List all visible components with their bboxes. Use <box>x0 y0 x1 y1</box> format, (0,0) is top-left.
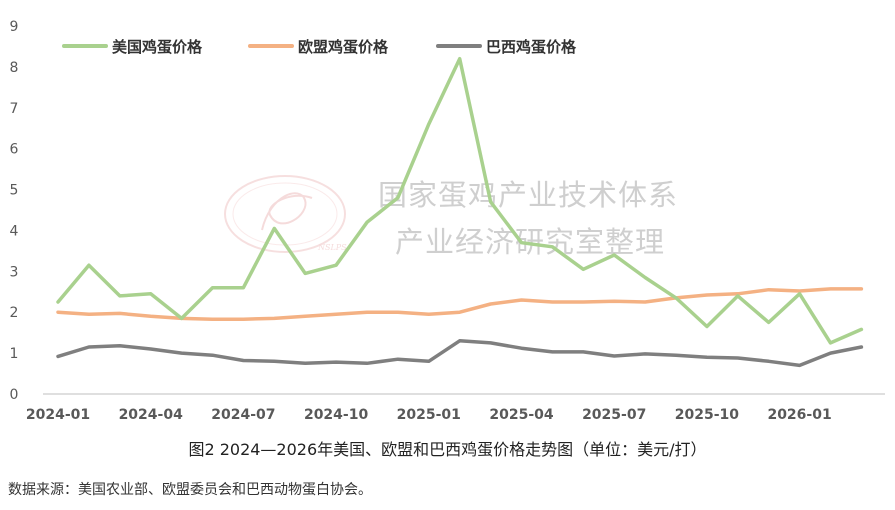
data-source-note: 数据来源：美国农业部、欧盟委员会和巴西动物蛋白协会。 <box>8 482 372 498</box>
watermark-logo: NSLPS <box>224 175 347 253</box>
y-tick-label: 4 <box>10 223 19 239</box>
legend-label-1: 欧盟鸡蛋价格 <box>298 38 389 56</box>
y-tick-label: 8 <box>10 60 19 76</box>
watermark-line-1: 国家蛋鸡产业技术体系 <box>378 178 678 212</box>
y-tick-label: 6 <box>10 142 19 158</box>
y-tick-label: 9 <box>10 19 19 35</box>
x-tick-label: 2025-04 <box>489 407 554 423</box>
y-tick-label: 3 <box>10 264 19 280</box>
x-tick-label: 2026-01 <box>767 407 831 423</box>
series-line-1 <box>56 287 864 321</box>
watermark-logo-text: NSLPS <box>317 243 347 252</box>
figure-caption: 图2 2024—2026年美国、欧盟和巴西鸡蛋价格走势图（单位：美元/打） <box>188 440 707 459</box>
x-tick-label: 2024-10 <box>304 407 369 423</box>
x-tick-label: 2025-10 <box>675 407 740 423</box>
x-tick-label: 2025-07 <box>582 407 646 423</box>
y-tick-label: 5 <box>10 183 19 199</box>
y-tick-label: 2 <box>10 305 19 321</box>
legend-label-0: 美国鸡蛋价格 <box>112 38 203 56</box>
watermark-line-2: 产业经济研究室整理 <box>395 225 665 259</box>
x-tick-label: 2024-04 <box>119 407 184 423</box>
axes: 0 1 2 3 4 5 6 7 8 9 2024-01 2024-04 2024-07 2024-10 20… <box>10 19 885 423</box>
y-tick-label: 1 <box>10 346 19 362</box>
legend-label-2: 巴西鸡蛋价格 <box>486 38 577 56</box>
y-tick-label: 0 <box>10 387 19 403</box>
x-tick-label: 2025-01 <box>397 407 461 423</box>
series-line-0 <box>56 56 864 345</box>
legend: 美国鸡蛋价格 欧盟鸡蛋价格 巴西鸡蛋价格 <box>62 38 577 56</box>
y-tick-label: 7 <box>10 101 19 117</box>
watermark: NSLPS 国家蛋鸡产业技术体系 产业经济研究室整理 <box>224 175 678 259</box>
series-layer <box>56 56 864 368</box>
series-line-2 <box>56 339 864 368</box>
x-tick-label: 2024-01 <box>26 407 90 423</box>
line-chart: NSLPS 国家蛋鸡产业技术体系 产业经济研究室整理 0 1 2 3 4 5 6 7 8 9 202… <box>10 19 885 423</box>
x-tick-label: 2024-07 <box>211 407 275 423</box>
